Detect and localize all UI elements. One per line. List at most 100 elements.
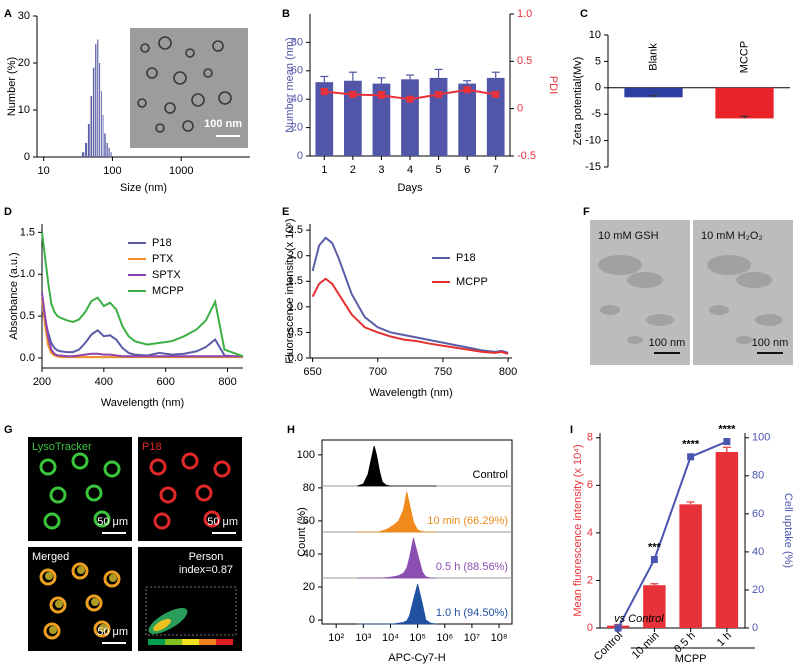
x-tick-label: 2 bbox=[350, 164, 356, 176]
bar bbox=[401, 79, 419, 156]
nanoparticle bbox=[146, 67, 158, 79]
scale-bar-label: 100 nm bbox=[752, 337, 789, 349]
cell-overlay bbox=[91, 598, 99, 606]
x-tick-label: 4 bbox=[407, 164, 413, 176]
scale-bar-label: 100 nm bbox=[649, 337, 686, 349]
y-tick-label: 1.5 bbox=[20, 226, 35, 238]
panel-letter: G bbox=[4, 424, 13, 436]
legend-label: MCPP bbox=[152, 285, 184, 297]
y-tick-label: 0 bbox=[517, 103, 523, 115]
bar bbox=[643, 585, 666, 628]
cell bbox=[85, 594, 103, 612]
x-tick-label: 10³ bbox=[355, 632, 371, 644]
color-bar bbox=[165, 639, 182, 645]
x-axis-label: Size (nm) bbox=[120, 182, 167, 194]
histogram-bar bbox=[108, 147, 110, 157]
y-tick-label: -10 bbox=[585, 135, 601, 147]
y-tick-label: 30 bbox=[18, 10, 30, 22]
nanoparticle bbox=[191, 93, 205, 107]
scale-bar-label: 50 μm bbox=[97, 626, 128, 638]
y-tick-label: 40 bbox=[303, 548, 315, 560]
line bbox=[41, 292, 243, 358]
histogram-bar bbox=[81, 152, 85, 157]
y2-axis-label: PDI bbox=[547, 76, 559, 94]
scale-bar-label: 50 μm bbox=[207, 516, 238, 528]
tem-feature bbox=[707, 255, 751, 275]
nanoparticle bbox=[185, 48, 195, 58]
series-label: 10 min (66.29%) bbox=[427, 515, 508, 527]
x-tick-label: 1 h bbox=[715, 630, 734, 649]
x-tick-label: Control bbox=[592, 630, 626, 664]
histogram-area bbox=[357, 445, 437, 487]
x-tick-label: 800 bbox=[499, 366, 517, 378]
line-marker bbox=[650, 556, 658, 564]
y-tick-label: 8 bbox=[587, 432, 593, 444]
cell bbox=[149, 458, 167, 476]
scatter-frame bbox=[145, 586, 237, 636]
scale-bar-label: 100 nm bbox=[204, 118, 242, 130]
cell-overlay bbox=[109, 574, 117, 582]
panel-letter: H bbox=[287, 424, 295, 436]
x-tick-label: 10⁸ bbox=[491, 632, 508, 644]
line-marker bbox=[723, 438, 731, 446]
nanoparticle bbox=[218, 91, 232, 105]
cell bbox=[71, 452, 89, 470]
bar bbox=[715, 452, 739, 628]
tem-feature bbox=[646, 314, 674, 326]
y-tick-label: 0.5 bbox=[517, 55, 532, 67]
significance-label: **** bbox=[718, 423, 736, 435]
cell bbox=[93, 510, 111, 528]
series-label: 1.0 h (94.50%) bbox=[436, 607, 508, 619]
x-axis-label: Wavelength (nm) bbox=[369, 387, 452, 399]
y-tick-label: 0.5 bbox=[20, 310, 35, 322]
line bbox=[311, 236, 509, 354]
y-tick-label: 0 bbox=[24, 151, 30, 163]
y-tick-label: 20 bbox=[303, 581, 315, 593]
cell bbox=[153, 512, 171, 530]
panel-letter: A bbox=[4, 8, 12, 20]
panel-letter: F bbox=[583, 206, 590, 218]
x-tick-label: 10 min bbox=[630, 630, 662, 662]
bar bbox=[315, 82, 334, 156]
x-tick-label: 3 bbox=[378, 164, 384, 176]
x-tick-label: 7 bbox=[493, 164, 499, 176]
cell bbox=[85, 484, 103, 502]
cell-overlay bbox=[99, 624, 107, 632]
y-tick-label: 60 bbox=[303, 515, 315, 527]
series-label: Control bbox=[473, 469, 508, 481]
legend-label: PTX bbox=[152, 253, 174, 265]
category-label: Blank bbox=[647, 43, 659, 71]
x-tick-label: 1 bbox=[321, 164, 327, 176]
legend-label: P18 bbox=[152, 237, 172, 249]
category-label: MCCP bbox=[738, 41, 750, 73]
y-tick-label: 40 bbox=[752, 546, 764, 558]
panel-letter: C bbox=[580, 8, 588, 20]
y-tick-label: -0.5 bbox=[517, 150, 536, 162]
scale-bar-label: 50 μm bbox=[97, 516, 128, 528]
histogram-bar bbox=[104, 133, 106, 157]
bar bbox=[429, 77, 448, 156]
nanoparticle bbox=[173, 71, 187, 85]
y-tick-label: 0 bbox=[595, 82, 601, 94]
line-marker bbox=[687, 453, 695, 461]
image-label: 10 mM H₂O₂ bbox=[701, 230, 763, 242]
y-tick-label: 0.0 bbox=[288, 352, 303, 364]
y-tick-label: 40 bbox=[291, 93, 303, 105]
bar bbox=[715, 87, 774, 119]
line-marker bbox=[463, 86, 471, 94]
nanoparticle bbox=[137, 98, 147, 108]
y-axis-label: Number (%) bbox=[6, 57, 18, 116]
y-tick-label: 1.0 bbox=[20, 268, 35, 280]
x-tick-label: 700 bbox=[369, 366, 387, 378]
x-tick-label: 1000 bbox=[169, 165, 193, 177]
cell bbox=[203, 510, 221, 528]
tem-feature bbox=[627, 336, 643, 344]
x-tick-label: 10⁶ bbox=[436, 632, 453, 644]
x-tick-label: 10⁴ bbox=[382, 632, 399, 644]
cell bbox=[103, 460, 121, 478]
cell bbox=[49, 596, 67, 614]
line-marker bbox=[614, 624, 622, 632]
image-label: Person index=0.87 bbox=[178, 551, 234, 576]
y-tick-label: 0.0 bbox=[20, 352, 35, 364]
